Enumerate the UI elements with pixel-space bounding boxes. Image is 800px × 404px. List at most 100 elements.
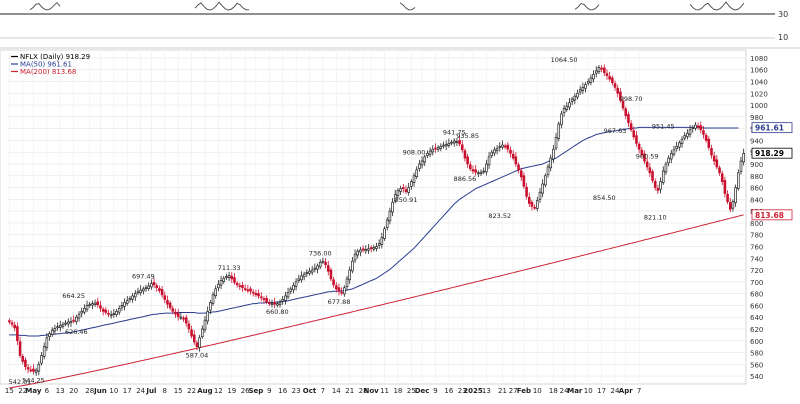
candle-body [613, 83, 617, 88]
candle-body [600, 67, 603, 70]
candle-body [10, 322, 14, 325]
x-tick-label: 24 [136, 387, 145, 395]
candle-body [501, 144, 504, 148]
candle-body [412, 175, 416, 183]
candle-body [337, 287, 341, 292]
candle-body [56, 326, 59, 328]
candle-body [198, 337, 201, 348]
candle-body [536, 200, 539, 209]
candle-body [356, 250, 360, 256]
candle-body [629, 123, 633, 131]
candle-body [691, 127, 695, 129]
candle-body [720, 173, 724, 182]
x-tick-label: 9 [267, 387, 271, 395]
candle-body [83, 307, 86, 313]
candle-body [487, 156, 491, 166]
candle-body [659, 181, 662, 190]
x-tick-label: Sep [248, 387, 263, 395]
candle-body [219, 280, 223, 286]
candle-body [329, 269, 333, 280]
candle-body [506, 144, 510, 150]
price-annotation: 967.63 [604, 127, 627, 135]
x-tick-label: 24 [611, 387, 620, 395]
candle-body [120, 305, 124, 308]
candle-body [423, 156, 427, 163]
candle-body [281, 299, 284, 302]
candle-body [460, 144, 464, 151]
candle-body [517, 164, 520, 171]
price-annotation: 908.00 [403, 148, 426, 156]
x-tick-label: Nov [364, 387, 380, 395]
x-tick-label: Aug [197, 387, 212, 395]
candle-body [168, 302, 172, 309]
x-tick-label: Apr [619, 387, 633, 395]
candle-body [364, 249, 368, 252]
candle-body [544, 175, 547, 186]
candle-body [538, 191, 542, 200]
y-tick-label: 1000 [750, 102, 768, 110]
x-tick-label: 17 [123, 387, 132, 395]
ma200-line [9, 214, 744, 389]
candle-body [292, 285, 295, 291]
candle-body [190, 329, 193, 337]
x-tick-label: 28 [359, 387, 368, 395]
candle-body [511, 153, 515, 159]
candle-body [742, 153, 745, 163]
candle-body [635, 135, 638, 144]
candle-body [608, 76, 611, 80]
candle-body [546, 166, 550, 175]
candle-body [335, 285, 338, 290]
candle-body [402, 187, 405, 190]
candle-body [388, 210, 392, 222]
price-annotation: 587.04 [186, 351, 209, 359]
candle-body [48, 333, 51, 337]
candle-body [436, 147, 440, 150]
candle-body [160, 289, 164, 296]
candle-body [343, 287, 346, 295]
candle-body [270, 303, 274, 305]
candle-body [53, 328, 57, 332]
candle-body [286, 292, 290, 298]
candle-body [651, 171, 654, 181]
candle-body [643, 153, 646, 162]
candle-body [144, 287, 148, 290]
candle-body [439, 145, 443, 149]
candle-body [29, 369, 33, 372]
candle-body [348, 269, 351, 281]
candle-body [80, 310, 83, 314]
candle-body [568, 102, 571, 108]
candle-body [372, 247, 376, 250]
candle-body [42, 346, 46, 357]
y-tick-label: 800 [750, 220, 763, 228]
candle-body [206, 310, 209, 322]
candle-body [533, 206, 536, 209]
ma50-value-tag: 961.61 [755, 124, 784, 133]
candle-body [26, 367, 30, 370]
x-tick-label: Mar [567, 387, 583, 395]
price-annotation: 697.49 [132, 272, 155, 280]
candle-body [184, 317, 188, 324]
candle-body [361, 248, 365, 251]
candle-body [661, 170, 665, 183]
price-annotation: 935.85 [456, 132, 479, 140]
candle-body [142, 288, 145, 292]
price-annotation: 941.75 [443, 128, 466, 136]
candle-body [96, 301, 100, 306]
candle-body [359, 249, 362, 253]
candle-body [479, 171, 483, 175]
candle-body [704, 135, 708, 141]
candle-body [396, 190, 400, 196]
candle-body [415, 169, 418, 177]
candle-body [109, 314, 113, 317]
y-tick-label: 760 [750, 243, 763, 251]
candle-body [305, 272, 309, 274]
candle-body [718, 167, 721, 174]
candle-body [238, 285, 242, 288]
price-value-tag-box [751, 147, 793, 159]
candle-body [61, 323, 65, 327]
oscillator-fragment [29, 1, 61, 11]
candle-body [107, 312, 110, 315]
candle-body [603, 67, 606, 73]
